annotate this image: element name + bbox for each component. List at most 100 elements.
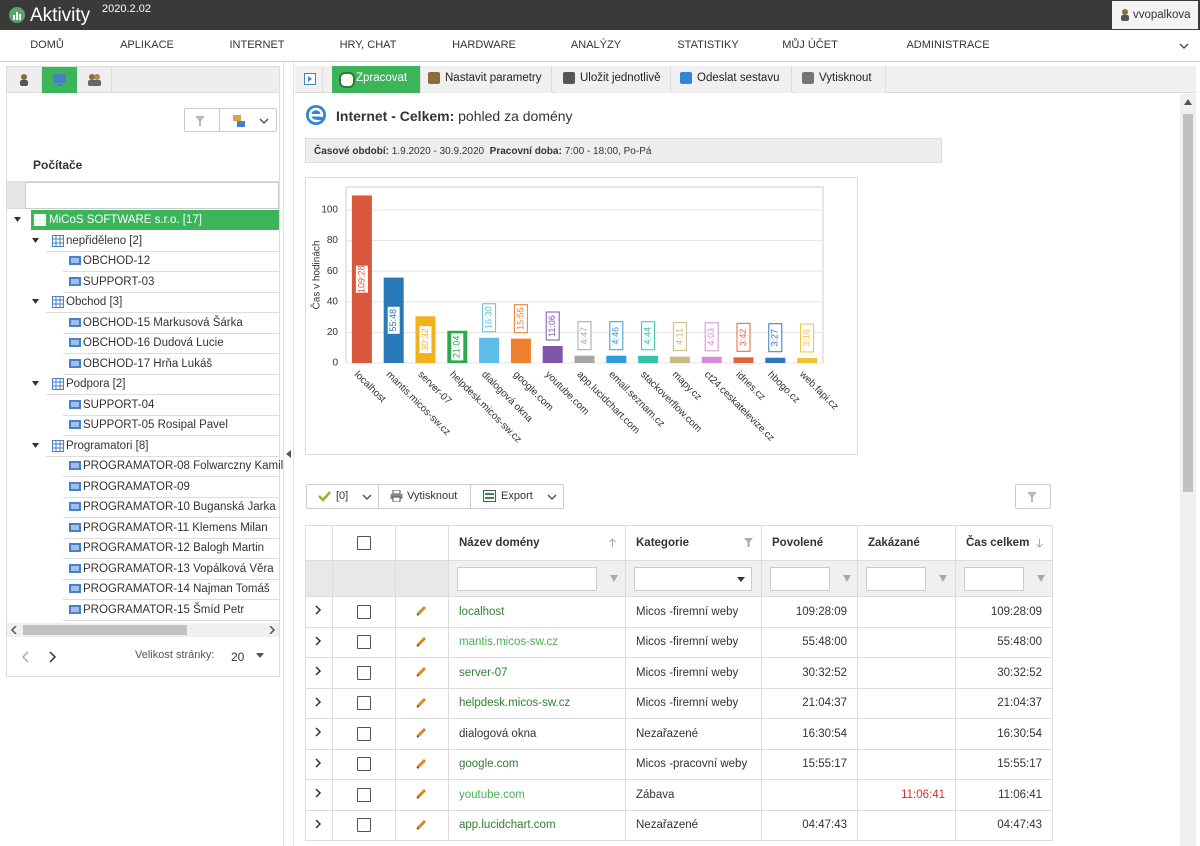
- grid-clear-filter[interactable]: [1015, 484, 1051, 509]
- expand-toggle[interactable]: [314, 697, 322, 707]
- menu-item[interactable]: APLIKACE: [120, 39, 174, 51]
- menu-item[interactable]: DOMŮ: [30, 39, 64, 51]
- select-button[interactable]: [0]: [307, 485, 379, 508]
- tree-row[interactable]: Obchod [3]: [7, 292, 279, 313]
- edit-button[interactable]: [416, 726, 428, 739]
- user-button[interactable]: vvopalkova: [1112, 1, 1198, 29]
- column-header[interactable]: Kategorie: [625, 525, 762, 561]
- row-checkbox[interactable]: [357, 604, 371, 619]
- menu-item[interactable]: HARDWARE: [452, 39, 516, 51]
- tree-row[interactable]: PROGRAMATOR-12 Balogh Martin: [7, 538, 279, 559]
- expand-toggle[interactable]: [314, 636, 322, 646]
- tree-row[interactable]: SUPPORT-04: [7, 395, 279, 416]
- menu-item[interactable]: ADMINISTRACE: [906, 39, 990, 51]
- tree-toggle[interactable]: [32, 237, 39, 244]
- menu-item[interactable]: MŮJ ÚČET: [782, 39, 838, 51]
- tree-row[interactable]: Podpora [2]: [7, 374, 279, 395]
- print-button[interactable]: Vytisknout: [379, 485, 471, 508]
- expand-toggle[interactable]: [314, 605, 322, 615]
- toolbar-button[interactable]: Vytisknout: [795, 66, 886, 93]
- filter-input[interactable]: [866, 566, 947, 591]
- page-prev[interactable]: [21, 651, 31, 663]
- filter-select[interactable]: [634, 566, 752, 591]
- menu-item[interactable]: INTERNET: [229, 39, 285, 51]
- tree-row[interactable]: OBCHOD-15 Markusová Šárka: [7, 313, 279, 334]
- tree-row[interactable]: OBCHOD-16 Dudová Lucie: [7, 333, 279, 354]
- table-row[interactable]: google.com Micos -pracovní weby 15:55:17 15…: [305, 748, 1053, 780]
- tree-toggle[interactable]: [32, 442, 39, 449]
- column-header[interactable]: Zakázané: [857, 525, 956, 561]
- tree-row[interactable]: PROGRAMATOR-08 Folwarczny Kamil: [7, 456, 283, 477]
- tree-row[interactable]: Programatori [8]: [7, 436, 279, 457]
- column-header[interactable]: Povolené: [761, 525, 858, 561]
- edit-button[interactable]: [416, 787, 428, 800]
- sort-icon[interactable]: [608, 538, 617, 548]
- filter-input[interactable]: [964, 566, 1045, 591]
- tree-toggle[interactable]: [14, 217, 21, 223]
- filter-input[interactable]: [770, 566, 851, 591]
- tree-row[interactable]: SUPPORT-05 Rosipal Pavel: [7, 415, 279, 436]
- menu-item[interactable]: ANALÝZY: [570, 39, 622, 51]
- row-checkbox[interactable]: [357, 726, 371, 741]
- expand-toggle[interactable]: [314, 758, 322, 768]
- edit-button[interactable]: [416, 604, 428, 617]
- toolbar-button[interactable]: Nastavit parametry: [421, 66, 552, 93]
- table-row[interactable]: app.lucidchart.com Nezařazené 04:47:43 04:4…: [305, 809, 1053, 841]
- table-row[interactable]: mantis.micos-sw.cz Micos -firemní weby 55:…: [305, 626, 1053, 658]
- row-checkbox[interactable]: [357, 757, 371, 772]
- row-checkbox[interactable]: [357, 787, 371, 802]
- edit-button[interactable]: [416, 635, 428, 647]
- table-row[interactable]: localhost Micos -firemní weby 109:28:09 109…: [305, 596, 1053, 628]
- row-checkbox[interactable]: [357, 665, 371, 680]
- table-row[interactable]: youtube.com Zábava 11:06:41 11:06:41: [305, 779, 1053, 811]
- tree-row[interactable]: PROGRAMATOR-13 Vopálková Věra: [7, 559, 279, 580]
- toolbar-button[interactable]: Uložit jednotlivě: [556, 66, 671, 93]
- column-filter-icon[interactable]: [744, 538, 753, 548]
- row-checkbox[interactable]: [357, 635, 371, 650]
- column-header[interactable]: Název domény: [448, 525, 626, 561]
- row-checkbox[interactable]: [357, 818, 371, 833]
- filter-input[interactable]: [457, 566, 618, 591]
- export-button[interactable]: Export: [471, 485, 563, 508]
- tree-row[interactable]: PROGRAMATOR-10 Buganská Jarka: [7, 497, 279, 518]
- tree-row[interactable]: OBCHOD-12: [7, 251, 279, 272]
- tree-row[interactable]: PROGRAMATOR-14 Najman Tomáš: [7, 579, 279, 600]
- expand-toggle[interactable]: [314, 666, 322, 676]
- splitter[interactable]: [283, 62, 294, 846]
- sort-icon[interactable]: [1035, 538, 1044, 548]
- tree-row[interactable]: nepřiděleno [2]: [7, 231, 279, 252]
- tab-groups[interactable]: [77, 67, 112, 93]
- edit-button[interactable]: [416, 757, 428, 769]
- edit-button[interactable]: [416, 818, 428, 830]
- tab-computers[interactable]: [42, 67, 77, 93]
- column-header[interactable]: Čas celkem: [955, 525, 1053, 561]
- table-row[interactable]: dialogová okna Nezařazené 16:30:54 16:30:54: [305, 718, 1053, 750]
- table-row[interactable]: helpdesk.micos-sw.cz Micos -firemní weby 2…: [305, 687, 1053, 719]
- tree-options-button[interactable]: [232, 114, 246, 128]
- row-checkbox[interactable]: [357, 696, 371, 711]
- tree-toggle[interactable]: [32, 381, 39, 387]
- collapse-button[interactable]: [297, 67, 323, 92]
- tree-row[interactable]: PROGRAMATOR-09: [7, 477, 279, 498]
- page-size[interactable]: 20: [231, 650, 245, 664]
- tree-row[interactable]: MiCoS SOFTWARE s.r.o. [17]: [7, 210, 279, 231]
- tree-toggle[interactable]: [32, 299, 39, 305]
- select-all-checkbox[interactable]: [357, 536, 371, 550]
- tree-search[interactable]: [25, 182, 279, 209]
- process-button[interactable]: Zpracovat: [332, 66, 421, 93]
- edit-button[interactable]: [416, 696, 428, 708]
- tree-row[interactable]: OBCHOD-17 Hrňa Lukáš: [7, 354, 279, 375]
- tab-users[interactable]: [7, 67, 42, 93]
- menu-expand[interactable]: [1178, 41, 1190, 51]
- clear-filter-button[interactable]: [195, 115, 209, 127]
- tree-row[interactable]: PROGRAMATOR-11 Klemens Milan: [7, 518, 279, 539]
- edit-button[interactable]: [416, 665, 428, 678]
- tree-row[interactable]: PROGRAMATOR-15 Šmíd Petr: [7, 600, 279, 621]
- expand-toggle[interactable]: [314, 788, 322, 798]
- expand-toggle[interactable]: [314, 727, 322, 737]
- expand-toggle[interactable]: [314, 819, 322, 829]
- menu-item[interactable]: HRY, CHAT: [339, 39, 397, 51]
- table-row[interactable]: server-07 Micos -firemní weby 30:32:52 30:3…: [305, 657, 1053, 689]
- menu-item[interactable]: STATISTIKY: [677, 39, 739, 51]
- tree-row[interactable]: SUPPORT-03: [7, 272, 279, 293]
